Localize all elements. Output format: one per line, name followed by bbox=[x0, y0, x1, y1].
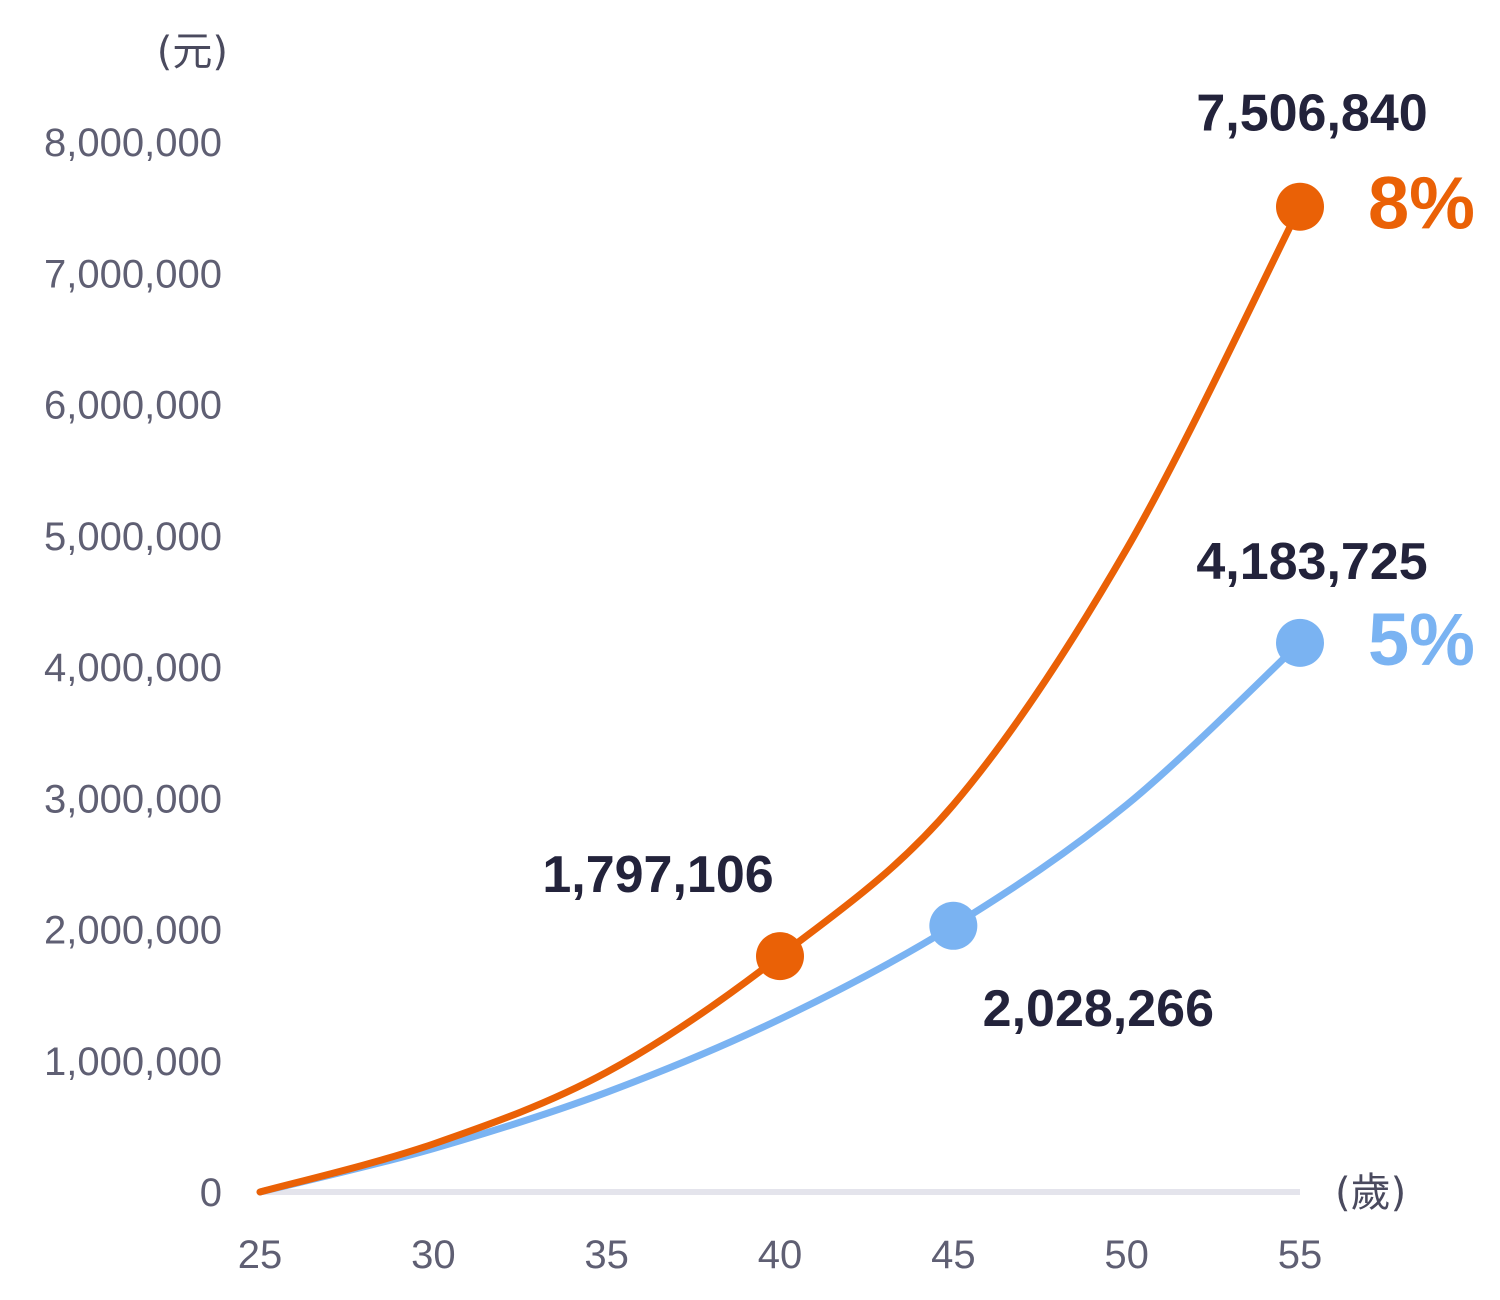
x-tick-label: 35 bbox=[584, 1233, 629, 1277]
series-layer bbox=[256, 182, 1324, 1196]
data-label: 4,183,725 bbox=[1196, 533, 1427, 591]
y-tick-label: 6,000,000 bbox=[44, 384, 222, 428]
x-tick-label: 40 bbox=[758, 1233, 803, 1277]
series-name-label: 5% bbox=[1368, 598, 1475, 681]
y-tick-label: 5,000,000 bbox=[44, 515, 222, 559]
y-tick-label: 0 bbox=[200, 1171, 222, 1215]
data-label: 7,506,840 bbox=[1196, 85, 1427, 143]
x-axis-ticks: 25 30 35 40 45 50 55 bbox=[238, 1233, 1323, 1277]
series-line-5pct bbox=[256, 639, 1304, 1196]
y-tick-label: 2,000,000 bbox=[44, 909, 222, 953]
x-tick-label: 45 bbox=[931, 1233, 976, 1277]
x-axis-unit: (歲) bbox=[1335, 1170, 1406, 1216]
x-tick-label: 50 bbox=[1104, 1233, 1149, 1277]
y-axis-ticks: 0 1,000,000 2,000,000 3,000,000 4,000,000 5,0… bbox=[44, 121, 222, 1215]
label-layer: 2,028,266 4,183,725 5% 1,797,106 7,506,840 8% bbox=[542, 85, 1475, 1038]
data-label: 2,028,266 bbox=[983, 980, 1214, 1038]
series-name-label: 8% bbox=[1368, 162, 1475, 245]
y-axis-unit: (元) bbox=[157, 29, 228, 75]
x-tick-label: 55 bbox=[1278, 1233, 1323, 1277]
data-point-marker bbox=[1276, 182, 1324, 231]
data-point-marker bbox=[756, 932, 804, 981]
data-point-marker bbox=[929, 901, 978, 950]
data-point-marker bbox=[1276, 618, 1324, 667]
data-label: 1,797,106 bbox=[542, 846, 773, 904]
y-tick-label: 4,000,000 bbox=[44, 646, 222, 690]
x-tick-label: 25 bbox=[238, 1233, 283, 1277]
y-tick-label: 3,000,000 bbox=[44, 777, 222, 821]
series-line-8pct bbox=[256, 203, 1304, 1196]
y-tick-label: 8,000,000 bbox=[44, 121, 222, 165]
y-tick-label: 7,000,000 bbox=[44, 252, 222, 296]
x-tick-label: 30 bbox=[411, 1233, 456, 1277]
y-tick-label: 1,000,000 bbox=[44, 1040, 222, 1084]
